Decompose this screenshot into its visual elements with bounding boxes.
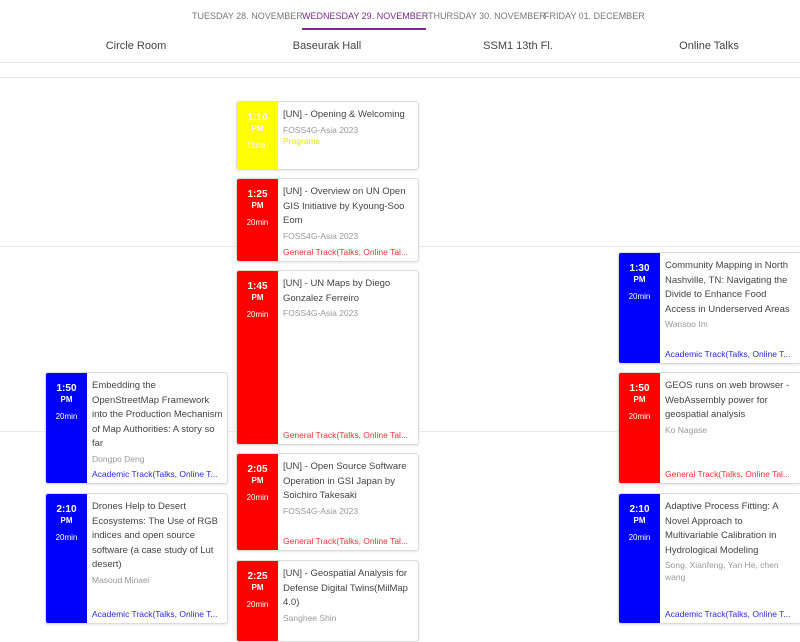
session-speaker: FOSS4G-Asia 2023 [283, 505, 359, 516]
session-time: 1:25 [247, 189, 268, 200]
session-duration: 20min [628, 292, 651, 301]
session-time: 2:25 [247, 571, 268, 582]
session-speaker: FOSS4G-Asia 2023 [283, 308, 359, 318]
session-ampm: PM [633, 275, 646, 284]
session-time: 1:50 [56, 383, 77, 394]
session-track: Academic Track(Talks, Online T... [92, 469, 218, 479]
session-track: General Track(Talks, Online Tal... [665, 469, 791, 479]
session-time: 2:10 [629, 504, 650, 515]
session-time-block: 1:45 PM 20min [237, 271, 278, 444]
session-duration: 20min [628, 412, 651, 421]
session-speaker: FOSS4G-Asia 2023 [283, 230, 359, 241]
session-speaker: Song, Xianfeng, Yan He, chen wang [665, 560, 779, 582]
time-gridline [0, 77, 800, 78]
session-title: Community Mapping in North Nashville, TN… [665, 260, 790, 315]
session-title: Drones Help to Desert Ecosystems: The Us… [92, 501, 219, 570]
session-title: Embedding the OpenStreetMap Framework in… [92, 380, 223, 449]
session-speaker: FOSS4G-Asia 2023 [283, 124, 359, 135]
session-title: GEOS runs on web browser - WebAssembly p… [665, 380, 790, 420]
session-duration: 20min [55, 412, 78, 421]
session-card[interactable]: 1:50 PM 20min GEOS runs on web browser -… [618, 372, 800, 484]
session-speaker: Wansoo Im [665, 319, 708, 329]
tab-day-thursday[interactable]: THURSDAY 30. NOVEMBER [428, 11, 546, 21]
session-time-block: 1:10 PM 15min [237, 102, 278, 169]
tab-day-friday[interactable]: FRIDAY 01. DECEMBER [544, 11, 645, 21]
session-title: [UN] - Overview on UN Open GIS Initiativ… [283, 186, 406, 226]
session-ampm: PM [60, 395, 73, 404]
session-time: 1:30 [629, 263, 650, 274]
session-title: [UN] - UN Maps by Diego Gonzalez Ferreir… [283, 278, 391, 304]
session-ampm: PM [251, 124, 264, 133]
session-ampm: PM [633, 395, 646, 404]
session-ampm: PM [251, 201, 264, 210]
session-time-block: 2:25 PM 20min [237, 561, 278, 641]
session-time: 1:50 [629, 383, 650, 394]
tab-day-tuesday[interactable]: TUESDAY 28. NOVEMBER [192, 11, 303, 21]
session-card[interactable]: 2:10 PM 20min Adaptive Process Fitting: … [618, 493, 800, 624]
room-baseurak-hall: Baseurak Hall [292, 40, 362, 52]
session-track: Academic Track(Talks, Online T... [665, 349, 791, 359]
session-track: General Track(Talks, Online Tal... [283, 536, 409, 546]
session-card[interactable]: 1:25 PM 20min [UN] - Overview on UN Open… [236, 178, 419, 262]
session-speaker: Ko Nagase [665, 424, 708, 435]
session-time-block: 1:25 PM 20min [237, 179, 278, 261]
session-card[interactable]: 1:45 PM 20min [UN] - UN Maps by Diego Go… [236, 270, 419, 445]
tab-day-wednesday[interactable]: WEDNESDAY 29. NOVEMBER [302, 0, 428, 30]
session-time-block: 1:30 PM 20min [619, 253, 660, 363]
session-ampm: PM [251, 476, 264, 485]
session-time: 1:45 [247, 281, 268, 292]
session-title: Adaptive Process Fitting: A Novel Approa… [665, 501, 779, 556]
session-duration: 20min [246, 493, 269, 502]
session-time-block: 2:10 PM 20min [619, 494, 660, 623]
session-duration: 20min [246, 218, 269, 227]
session-time-block: 1:50 PM 20min [46, 373, 87, 483]
session-ampm: PM [60, 516, 73, 525]
session-track: Programs [283, 135, 320, 146]
session-time-block: 2:05 PM 20min [237, 454, 278, 550]
session-duration: 20min [55, 533, 78, 542]
session-duration: 20min [246, 310, 269, 319]
session-time-block: 2:10 PM 20min [46, 494, 87, 623]
session-duration: 20min [628, 533, 651, 542]
session-card[interactable]: 1:30 PM 20min Community Mapping in North… [618, 252, 800, 364]
session-ampm: PM [633, 516, 646, 525]
session-card[interactable]: 2:25 PM 20min [UN] - Geospatial Analysis… [236, 560, 419, 642]
session-title: [UN] - Opening & Welcoming [283, 109, 405, 120]
session-speaker: Sanghee Shin [283, 612, 337, 623]
session-time: 1:10 [247, 112, 268, 123]
session-time: 2:05 [247, 464, 268, 475]
session-title: [UN] - Geospatial Analysis for Defense D… [283, 568, 408, 608]
session-time-block: 1:50 PM 20min [619, 373, 660, 483]
room-header: Circle Room Baseurak Hall SSM1 13th Fl. … [0, 30, 800, 63]
session-ampm: PM [251, 583, 264, 592]
room-ssm1: SSM1 13th Fl. [483, 40, 553, 52]
day-tabs: TUESDAY 28. NOVEMBER WEDNESDAY 29. NOVEM… [0, 0, 800, 30]
room-circle-room: Circle Room [105, 40, 167, 52]
session-card[interactable]: 1:50 PM 20min Embedding the OpenStreetMa… [45, 372, 228, 484]
session-time: 2:10 [56, 504, 77, 515]
session-speaker: Masoud Minaei [92, 574, 150, 585]
session-track: Academic Track(Talks, Online T... [92, 609, 218, 619]
session-ampm: PM [251, 293, 264, 302]
session-card[interactable]: 2:10 PM 20min Drones Help to Desert Ecos… [45, 493, 228, 624]
session-duration: 15min [246, 141, 269, 150]
session-duration: 20min [246, 600, 269, 609]
room-online-talks: Online Talks [679, 40, 739, 52]
session-track: General Track(Talks, Online Tal... [283, 247, 409, 257]
session-title: [UN] - Open Source Software Operation in… [283, 461, 407, 501]
session-track: Academic Track(Talks, Online T... [665, 609, 791, 619]
session-speaker: Dongpo Deng [92, 453, 145, 464]
session-card[interactable]: 1:10 PM 15min [UN] - Opening & Welcoming… [236, 101, 419, 170]
session-track: General Track(Talks, Online Tal... [283, 430, 409, 440]
session-card[interactable]: 2:05 PM 20min [UN] - Open Source Softwar… [236, 453, 419, 551]
